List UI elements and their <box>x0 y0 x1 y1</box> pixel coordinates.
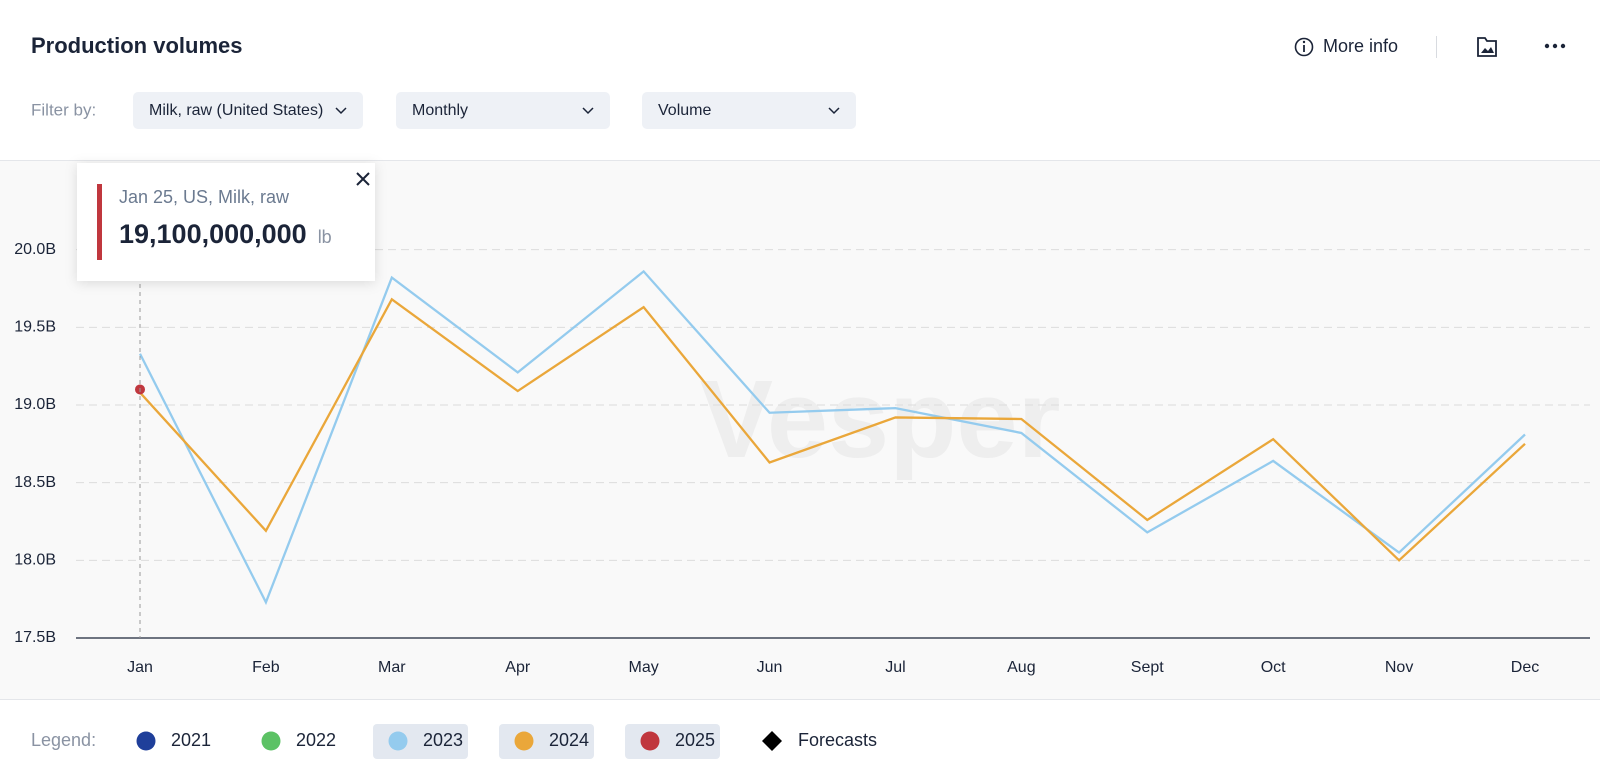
x-tick-label: Oct <box>1261 659 1286 676</box>
series-line <box>138 269 1526 606</box>
x-tick-label: Nov <box>1385 659 1413 676</box>
legend-text: Forecasts <box>798 730 877 750</box>
legend-swatch <box>136 731 156 751</box>
legend-item[interactable]: 2025 <box>625 724 720 759</box>
dropdown-box <box>642 92 856 129</box>
legend-item[interactable]: 2024 <box>499 724 594 759</box>
tooltip-title: Jan 25, US, Milk, raw <box>119 187 290 207</box>
dropdown-box <box>133 92 363 129</box>
dropdown-label: Milk, raw (United States) <box>149 102 323 119</box>
y-tick-label: 17.5B <box>14 629 56 646</box>
legend-text: 2022 <box>296 730 336 750</box>
x-tick-label: May <box>629 659 659 676</box>
x-tick-label: Apr <box>505 659 531 676</box>
image-button[interactable] <box>1477 37 1497 57</box>
x-tick-label: Feb <box>252 659 280 676</box>
legend-label: Legend: <box>31 730 96 750</box>
x-tick-label: Aug <box>1007 659 1035 676</box>
tooltip: Jan 25, US, Milk, raw 19,100,000,000 lb <box>77 163 375 638</box>
x-tick-label: Jul <box>885 659 905 676</box>
chevron <box>335 107 347 115</box>
tooltip-unit: lb <box>318 227 332 247</box>
y-tick-label: 20.0B <box>14 241 56 258</box>
tooltip-marker <box>97 184 102 260</box>
series-line <box>139 297 1526 562</box>
legend-swatch <box>388 731 408 751</box>
x-tick-label: Jun <box>757 659 783 676</box>
y-tick-label: 18.5B <box>14 474 56 491</box>
y-tick-label: 18.0B <box>14 552 56 569</box>
tooltip-box <box>77 163 375 281</box>
legend-text: 2021 <box>171 730 211 750</box>
y-tick-label: 19.5B <box>14 319 56 336</box>
forecast-swatch <box>762 731 782 751</box>
title: Production volumes <box>31 33 242 58</box>
more-info-label: More info <box>1323 36 1398 56</box>
more-info[interactable]: More info <box>1294 36 1399 57</box>
tooltip-close[interactable] <box>356 172 370 186</box>
x-tick-label: Mar <box>378 659 406 676</box>
filter-label: Filter by: <box>31 100 96 119</box>
chevron <box>828 107 840 115</box>
menu-button[interactable] <box>1544 43 1566 49</box>
y-tick-label: 19.0B <box>14 396 56 413</box>
legend-swatch <box>261 731 281 751</box>
legend-item[interactable]: 2023 <box>373 724 468 759</box>
dropdown-box <box>396 92 610 129</box>
legend-swatch <box>640 731 660 751</box>
dropdown-label: Monthly <box>412 102 468 119</box>
chevron <box>582 107 594 115</box>
tooltip-value: 19,100,000,000 <box>119 219 307 249</box>
legend-text: 2023 <box>423 730 463 750</box>
legend-text: 2024 <box>549 730 589 750</box>
dropdown-label: Volume <box>658 102 711 119</box>
dropdown[interactable]: Monthly <box>396 92 610 129</box>
x-tick-label: Dec <box>1511 659 1539 676</box>
dropdown[interactable]: Milk, raw (United States) <box>133 92 363 129</box>
dropdown[interactable]: Volume <box>642 92 856 129</box>
legend-swatch <box>514 731 534 751</box>
legend-item[interactable]: 2021 <box>136 730 212 751</box>
legend-item[interactable]: 2022 <box>261 730 337 751</box>
x-tick-label: Sept <box>1131 659 1164 676</box>
x-tick-label: Jan <box>127 659 153 676</box>
legend-text: 2025 <box>675 730 715 750</box>
